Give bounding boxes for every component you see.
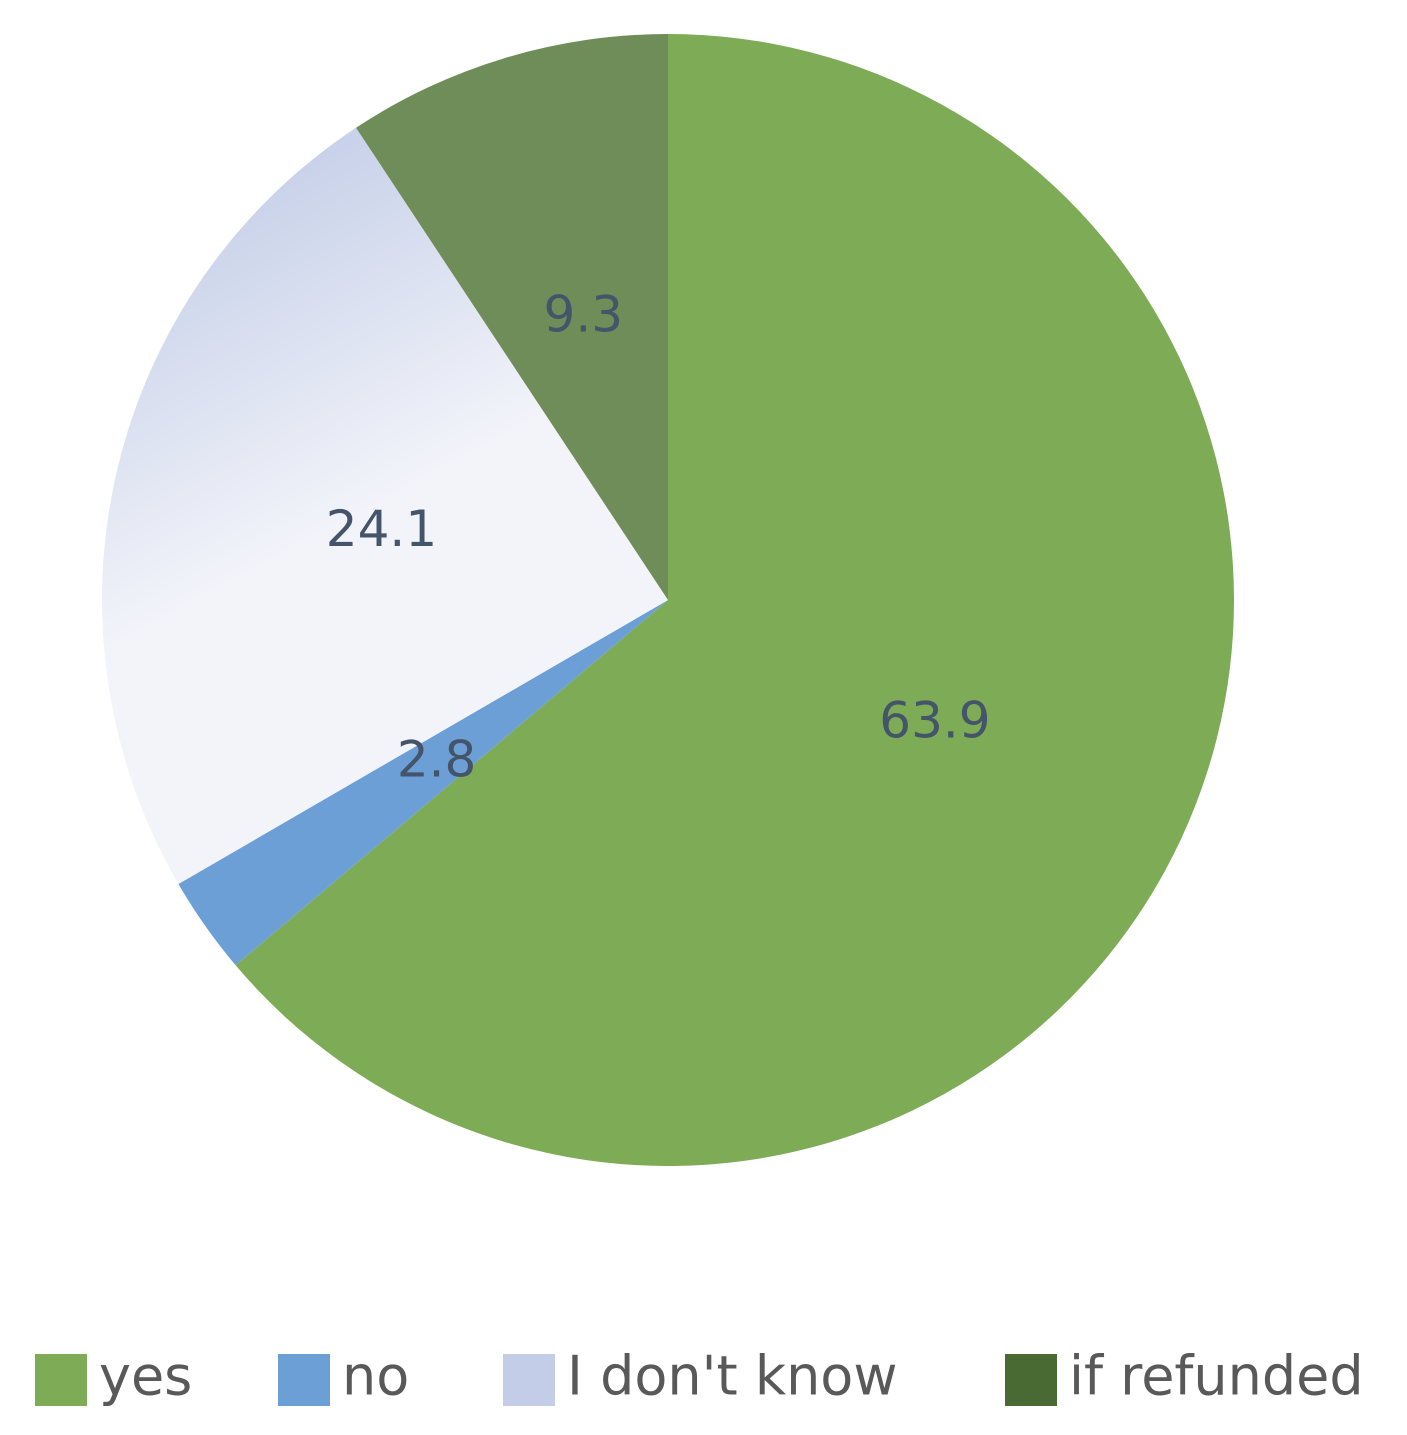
legend-label: no [342,1345,409,1408]
pie-slice [235,34,1235,1166]
legend-swatch [1005,1354,1057,1406]
data-label: 24.1 [326,500,437,558]
data-label: 9.3 [544,286,624,344]
data-label: 2.8 [397,730,477,788]
legend-label: if refunded [1069,1345,1364,1408]
legend-swatch [35,1354,87,1406]
pie-slice [101,127,668,885]
legend-label: yes [99,1345,192,1408]
legend: yes no I don't know if refunded [35,1345,1364,1408]
pie-slice [178,600,668,966]
data-label: 63.9 [879,691,990,749]
pie-slice [356,34,668,600]
legend-swatch [503,1354,555,1406]
legend-swatch [278,1354,330,1406]
legend-label: I don't know [567,1345,898,1408]
pie [101,34,1235,1166]
data-labels: 63.9 2.8 24.1 9.3 [326,286,991,789]
